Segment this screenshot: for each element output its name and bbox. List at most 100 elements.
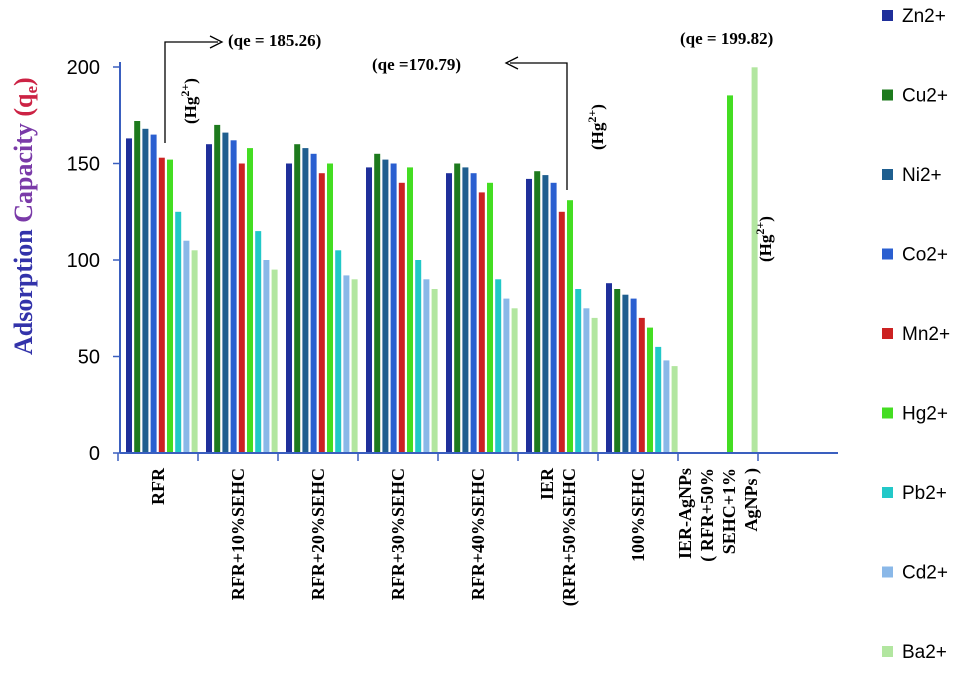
legend-label: Hg2+ — [902, 404, 948, 425]
bar-Cd2plus-cat-4 — [503, 298, 510, 453]
hg-label-part: ) — [756, 216, 775, 222]
x-category-label: RFR+10%SEHC — [228, 468, 248, 600]
bar-Co2plus-cat-2 — [310, 153, 317, 454]
x-category-label: RFR — [148, 467, 168, 505]
x-category-label: RFR+20%SEHC — [308, 468, 328, 600]
bar-Ba2plus-cat-2 — [351, 279, 358, 453]
legend-label: Pb2+ — [902, 483, 947, 504]
bar-Cd2plus-cat-3 — [423, 279, 430, 453]
y-axis-label-part: (q — [9, 93, 38, 123]
legend-label: Ba2+ — [902, 642, 947, 663]
x-category-label: ( RFR+50% — [697, 468, 718, 562]
hg-label: (Hg2+) — [178, 78, 200, 124]
bar-Hg2plus-cat-3 — [407, 167, 413, 453]
bar-Ba2plus-cat-6 — [671, 366, 678, 453]
bar-Co2plus-cat-0 — [150, 134, 157, 453]
bar-Pb2plus-cat-2 — [335, 250, 342, 453]
bar-Pb2plus-cat-6 — [655, 346, 662, 453]
y-tick-label: 0 — [89, 443, 100, 465]
legend-swatch — [882, 487, 893, 498]
legend-swatch — [882, 328, 893, 339]
legend-label: Co2+ — [902, 245, 948, 266]
y-axis-label: Adsorption Capacity (qe) — [9, 77, 41, 355]
bar-Co2plus-cat-3 — [390, 163, 397, 453]
bar-Zn2plus-cat-0 — [126, 138, 132, 453]
qe-annotation: (qe =170.79) — [372, 55, 461, 74]
legend: Zn2+ Cu2+ Ni2+ Co2+ Mn2+ Hg2+ Pb2+ Cd2+ Ba2+ — [882, 6, 950, 663]
bar-Hg2plus-cat-7 — [727, 95, 733, 454]
hg-label-part: (Hg — [181, 96, 200, 124]
bar-Pb2plus-cat-3 — [415, 260, 422, 453]
bar-Hg2plus-cat-2 — [327, 163, 333, 453]
legend-swatch — [882, 89, 893, 101]
bar-Ni2plus-cat-4 — [462, 167, 469, 453]
legend-swatch — [882, 10, 893, 21]
bar-Mn2plus-cat-1 — [238, 163, 245, 453]
bar-Ni2plus-cat-2 — [302, 148, 309, 453]
annotation-arrowhead — [209, 35, 224, 49]
bar-Zn2plus-cat-3 — [366, 167, 372, 453]
legend-label: Zn2+ — [902, 6, 946, 27]
bar-Cu2plus-cat-4 — [454, 163, 461, 453]
bar-Mn2plus-cat-6 — [638, 317, 645, 453]
x-category-label: AgNPs ) — [741, 468, 762, 532]
x-category-label: SEHC+1% — [719, 468, 739, 554]
hg-label-part: 2+ — [178, 84, 192, 97]
bar-Cu2plus-cat-2 — [294, 144, 301, 453]
y-axis-label-part: Adsorption — [9, 223, 38, 355]
x-category-label: (RFR+50%SEHC — [559, 468, 580, 606]
annotation-arrow — [164, 41, 218, 143]
x-category-label: RFR+40%SEHC — [468, 468, 488, 600]
annotation-arrow — [510, 62, 568, 190]
bar-Ba2plus-cat-7 — [751, 67, 758, 454]
bar-Mn2plus-cat-0 — [158, 157, 165, 453]
bar-Mn2plus-cat-4 — [478, 192, 485, 453]
legend-swatch — [882, 407, 893, 419]
y-axis-label-part: e — [22, 86, 41, 94]
hg-label: (Hg2+) — [585, 104, 607, 150]
bar-Ba2plus-cat-4 — [511, 308, 518, 454]
bar-Zn2plus-cat-4 — [446, 173, 452, 453]
annotation-arrowhead — [504, 56, 519, 70]
hg-label-part: (Hg — [588, 122, 607, 150]
bar-Pb2plus-cat-1 — [255, 231, 262, 453]
legend-label: Mn2+ — [902, 324, 950, 345]
hg-label-part: ) — [181, 78, 200, 84]
hg-label-part: ) — [588, 104, 607, 110]
bar-Cd2plus-cat-5 — [583, 308, 590, 454]
bar-Cu2plus-cat-5 — [534, 171, 541, 453]
bar-Co2plus-cat-6 — [630, 298, 637, 453]
legend-swatch — [882, 248, 893, 260]
bar-Zn2plus-cat-5 — [526, 178, 532, 453]
annotations-group: (qe = 185.26) (qe =170.79) (qe = 199.82) (H… — [164, 29, 775, 262]
bar-Pb2plus-cat-4 — [495, 279, 502, 453]
y-tick-label: 150 — [67, 154, 100, 176]
bar-Ni2plus-cat-3 — [382, 159, 389, 453]
bar-Mn2plus-cat-2 — [318, 173, 325, 453]
bar-Co2plus-cat-1 — [230, 140, 237, 454]
bar-Cd2plus-cat-1 — [263, 260, 270, 453]
bar-Mn2plus-cat-5 — [558, 211, 565, 454]
bar-Ni2plus-cat-6 — [622, 294, 629, 453]
legend-label: Cu2+ — [902, 86, 948, 107]
bar-Ni2plus-cat-0 — [142, 128, 149, 454]
bar-Ba2plus-cat-1 — [271, 269, 278, 453]
y-tick-label: 100 — [67, 250, 100, 272]
y-tick-label: 200 — [67, 57, 100, 79]
bar-Cd2plus-cat-6 — [663, 360, 670, 453]
bar-Zn2plus-cat-2 — [286, 163, 292, 453]
y-tick-label: 50 — [78, 347, 100, 369]
bar-Ba2plus-cat-0 — [191, 250, 198, 453]
hg-label: (Hg2+) — [753, 216, 775, 262]
y-axis-label-part: ) — [9, 77, 38, 86]
bar-Hg2plus-cat-0 — [167, 159, 173, 453]
bar-Mn2plus-cat-3 — [398, 182, 405, 454]
bar-Zn2plus-cat-6 — [606, 283, 612, 453]
x-category-label: IER — [537, 467, 557, 500]
bar-Pb2plus-cat-5 — [575, 289, 582, 453]
legend-label: Ni2+ — [902, 165, 942, 186]
bar-Hg2plus-cat-4 — [487, 182, 493, 454]
legend-swatch — [882, 566, 893, 578]
x-category-label: IER-AgNPs — [675, 468, 695, 559]
